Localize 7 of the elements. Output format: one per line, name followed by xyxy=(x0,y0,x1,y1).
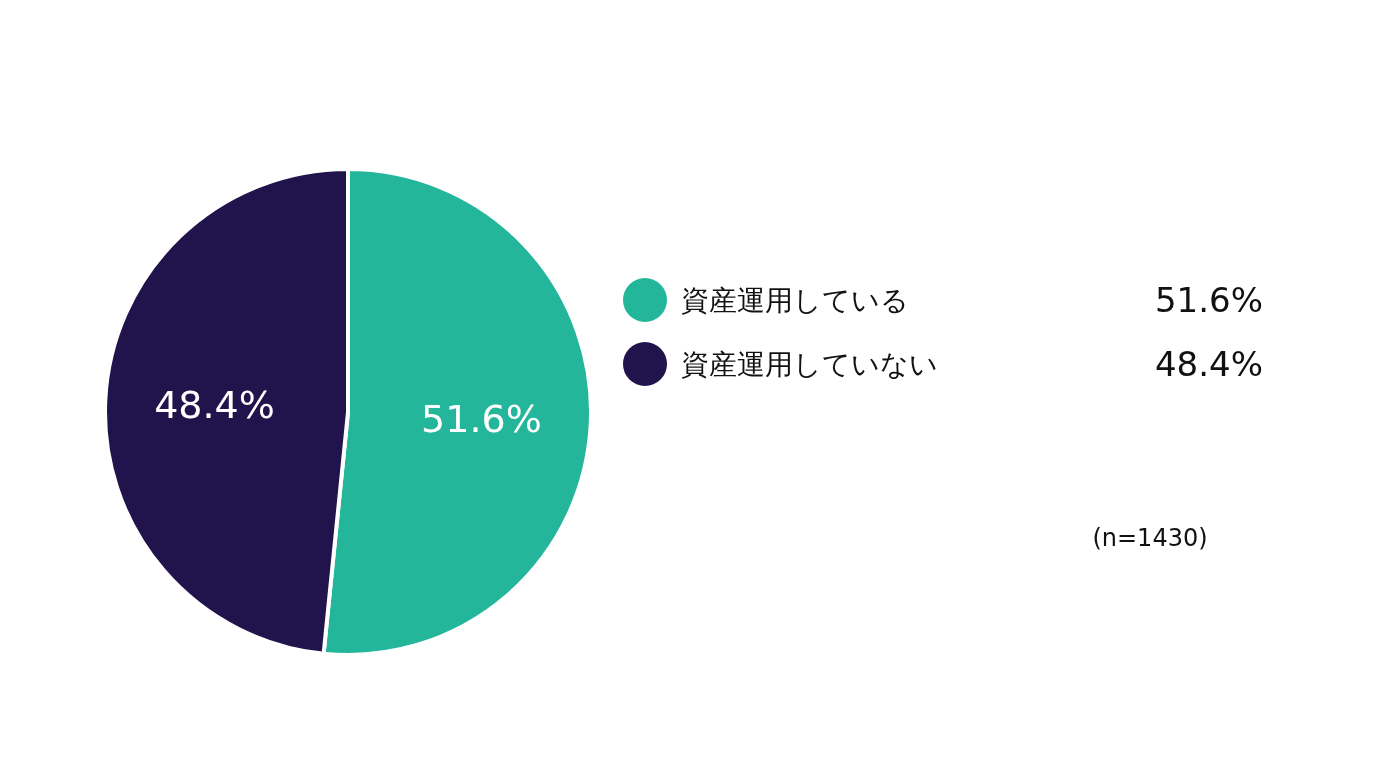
text: 51.6% xyxy=(1154,280,1263,320)
legend-label: 資産運用している xyxy=(681,283,909,317)
legend-label: 資産運用していない xyxy=(681,347,938,381)
data-label: 51.6% xyxy=(421,396,542,441)
data-label: 48.4% xyxy=(154,383,275,428)
text: 48.4% xyxy=(1154,344,1263,384)
text: (n=1430) xyxy=(1092,524,1208,552)
